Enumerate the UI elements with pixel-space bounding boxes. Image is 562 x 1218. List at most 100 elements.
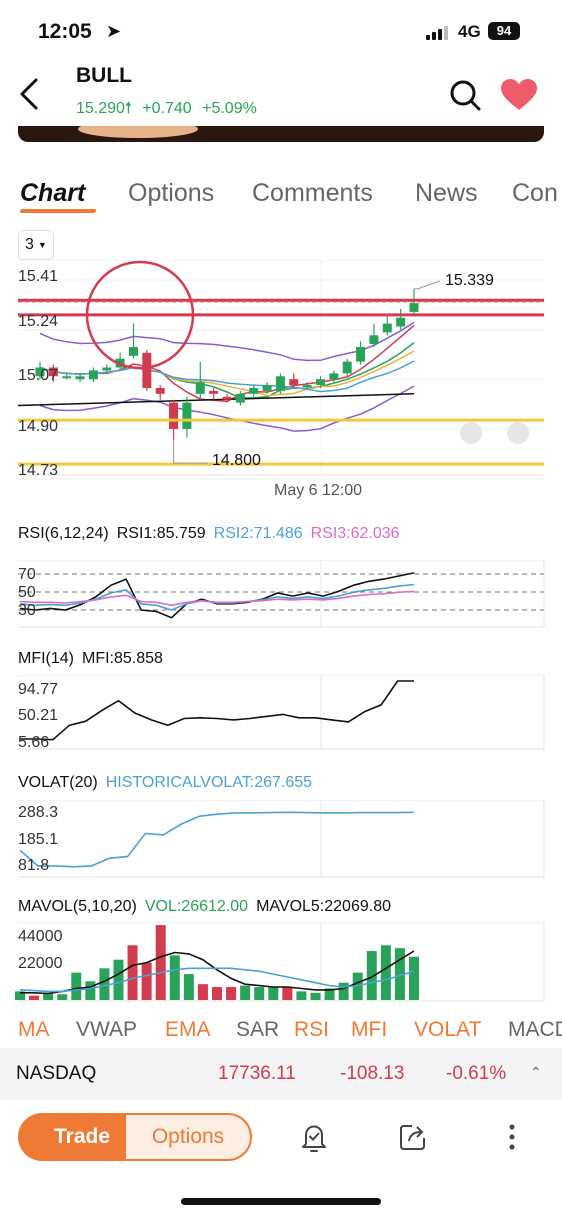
candle-body [329,373,339,380]
mavol-label: MAVOL(5,10,20) [18,898,137,915]
tab-news[interactable]: News [415,179,478,207]
more-icon[interactable] [495,1120,529,1154]
price-tick-1: 15.41 [18,268,59,285]
mfi-value: MFI:85.858 [82,650,163,667]
volume-bar [127,945,138,1000]
highlight-circle [85,260,195,370]
location-arrow-icon: ➤ [106,21,122,41]
fullscreen-icon [460,422,482,444]
candle-body [48,367,58,377]
volume-bar [226,987,237,1000]
index-name: NASDAQ [16,1063,97,1084]
tab-chart[interactable]: Chart [20,179,86,207]
caret-down-icon: ▼ [37,239,47,250]
share-icon[interactable] [396,1120,430,1154]
upper-band-line [39,321,415,362]
price-tick-2: 15.24 [18,313,59,330]
low-leader-line [173,440,208,464]
candle-body [235,393,245,403]
mfi-header: MFI(14) MFI:85.858 [18,650,171,668]
indicator-tab-vwap[interactable]: VWAP [76,1018,138,1041]
indicator-tab-macd[interactable]: MACD [508,1018,562,1041]
bell-check-icon[interactable] [297,1120,331,1154]
search-icon[interactable] [448,78,482,112]
section-tabs: Chart Options Comments News Con [0,175,562,219]
indicator-tab-sar[interactable]: SAR [236,1018,280,1041]
indicator-tabs: MA VWAP EMA SAR RSI MFI VOLAT MACD [0,1016,562,1046]
index-change: -108.13 [340,1063,405,1084]
volume-bar [296,991,307,1000]
index-ticker-bar[interactable]: NASDAQ 17736.11 -108.13 -0.61% ⌃ [0,1048,562,1100]
volume-bar [155,925,166,1000]
volume-bar [71,972,82,1000]
volume-bar [409,956,419,1000]
candle-body [62,376,72,379]
volat-chart [18,800,545,878]
candle-body [262,385,272,391]
price-tick-4: 14.90 [18,418,59,435]
candle-body [169,402,179,429]
indicator-tab-mfi[interactable]: MFI [351,1018,388,1041]
candle-body [155,387,165,394]
volume-bar [113,959,124,1000]
candle-body [129,347,138,356]
candle-body [142,352,152,388]
tab-options[interactable]: Options [128,179,215,207]
volat-tick-high: 288.3 [18,804,59,821]
volume-bar [99,968,110,1000]
heart-icon[interactable] [500,78,538,112]
volat-value: HISTORICALVOLAT:267.655 [105,774,313,791]
candle-body [409,303,419,312]
indicator-tab-ema[interactable]: EMA [165,1018,211,1041]
back-icon[interactable] [16,76,44,112]
cellular-signal-icon [426,24,452,40]
bottom-action-bar: Trade Options [0,1100,562,1218]
candle-body [249,387,259,394]
candle-body [382,323,392,333]
mavol5-value: MAVOL5:22069.80 [256,898,391,915]
price-change-pct: +5.09% [202,100,257,117]
volume-bar [310,992,321,1000]
high-leader-line [414,280,441,290]
high-price-label: 15.339 [445,272,494,289]
x-axis-time-label: May 6 12:00 [274,482,363,499]
volat-header: VOLAT(20) HISTORICALVOLAT:267.655 [18,774,320,792]
tab-community[interactable]: Con [512,179,558,207]
battery-indicator: 94 [488,22,520,40]
active-tab-indicator [19,209,97,213]
historicalvolat-line [19,811,415,868]
price-chart[interactable] [0,260,562,500]
indicator-tab-rsi[interactable]: RSI [294,1018,330,1041]
rsi-tick-50: 50 [18,584,36,601]
tab-comments[interactable]: Comments [252,179,373,207]
chevron-up-icon[interactable]: ⌃ [530,1064,542,1080]
vol-tick-mid: 22000 [18,955,63,972]
promo-banner[interactable] [18,126,544,142]
candle-body [195,382,205,394]
volume-bar [254,987,265,1000]
volume-bar [212,987,222,1000]
long-moving-average-line [17,393,415,407]
price-line: 15.290🠕 +0.740 +5.09% [76,97,263,124]
volume-bar [268,987,279,1000]
options-button[interactable]: Options [124,1113,252,1161]
mfi-tick-low: 5.66 [18,734,50,751]
price-tick-5: 14.73 [18,462,59,479]
volume-chart [15,922,545,1002]
period-value: 3 [25,236,34,253]
volat-label: VOLAT(20) [18,774,98,791]
indicator-tab-ma[interactable]: MA [18,1018,50,1041]
indicator-tab-volat[interactable]: VOLAT [414,1018,482,1041]
candle-body [222,396,232,400]
period-selector[interactable]: 3 ▼ [18,230,54,260]
volume-bar [85,981,96,1000]
candle-body [88,370,98,380]
candle-body [396,317,406,327]
volume-bar [394,948,405,1000]
rsi-chart [18,560,545,628]
candle-body [342,361,352,374]
rsi-label: RSI(6,12,24) [18,525,109,542]
rsi-tick-30: 30 [18,602,36,619]
volume-bar [240,985,251,1000]
rsi-tick-70: 70 [18,566,36,583]
